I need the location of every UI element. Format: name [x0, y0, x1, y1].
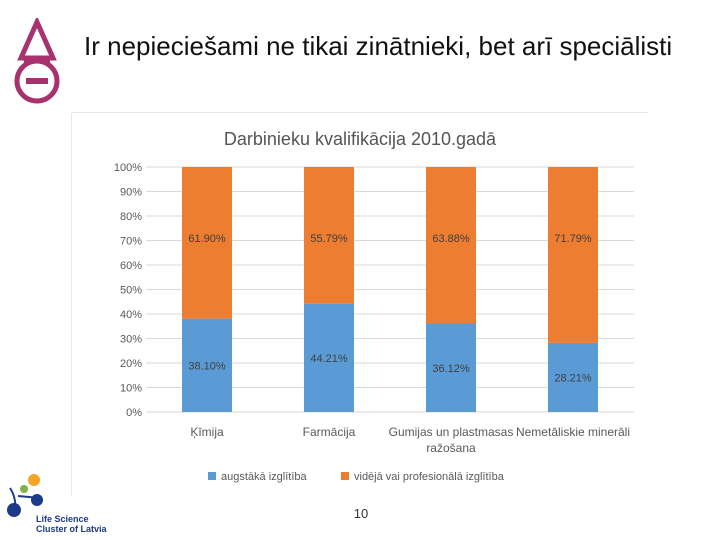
y-tick-label: 80%	[120, 211, 142, 223]
data-label: 61.90%	[188, 233, 226, 245]
y-tick-label: 70%	[120, 236, 142, 248]
y-tick-label: 60%	[120, 260, 142, 272]
bar-higher-education-2	[304, 303, 354, 412]
y-tick-label: 40%	[120, 309, 142, 321]
data-label: 36.12%	[432, 363, 470, 375]
x-category-label: ražošana	[426, 441, 476, 455]
logo-text-line1: Life Science	[36, 514, 89, 524]
x-category-label: Ķīmija	[190, 425, 224, 439]
y-tick-label: 50%	[120, 285, 142, 297]
stacked-bar-chart: Darbinieku kvalifikācija 2010.gadā 38.10…	[114, 129, 634, 483]
bar-secondary-vocational-2	[304, 167, 354, 304]
y-tick-label: 100%	[114, 162, 142, 174]
logo-text-line2: Cluster of Latvia	[36, 524, 107, 534]
y-tick-label: 0%	[126, 407, 142, 419]
life-science-cluster-logo: Life Science Cluster of Latvia	[4, 470, 116, 536]
y-tick-label: 30%	[120, 334, 142, 346]
bar-higher-education-3	[426, 323, 476, 412]
y-tick-label: 20%	[120, 358, 142, 370]
data-label: 44.21%	[310, 353, 348, 365]
y-tick-label: 10%	[120, 383, 142, 395]
legend-label: vidējā vai profesionālā izglītība	[354, 471, 505, 483]
slide-title: Ir nepieciešami ne tikai zinātnieki, bet…	[84, 31, 673, 61]
data-label: 28.21%	[554, 372, 592, 384]
x-category-label: Gumijas un plastmasas	[389, 425, 514, 439]
y-tick-label: 90%	[120, 187, 142, 199]
chart-title: Darbinieku kvalifikācija 2010.gadā	[224, 129, 497, 149]
chemistry-flask-logo-icon	[14, 18, 60, 104]
page-number: 10	[353, 506, 369, 521]
bar-secondary-vocational-3	[426, 167, 476, 324]
bar-higher-education-1	[182, 318, 232, 412]
x-category-label: Farmācija	[303, 425, 356, 439]
bar-secondary-vocational-1	[182, 167, 232, 319]
x-category-label: Nemetāliskie minerāli	[516, 425, 630, 439]
data-label: 38.10%	[188, 360, 226, 372]
bar-higher-education-4	[548, 342, 598, 412]
data-label: 71.79%	[554, 233, 592, 245]
bar-secondary-vocational-4	[548, 167, 598, 343]
legend-swatch	[341, 472, 349, 480]
data-label: 55.79%	[310, 233, 348, 245]
life-science-cluster-logo-icon	[7, 474, 43, 517]
legend-swatch	[208, 472, 216, 480]
legend-label: augstākā izglītība	[221, 471, 307, 483]
chart-container: Darbinieku kvalifikācija 2010.gadā 38.10…	[72, 113, 648, 496]
data-label: 63.88%	[432, 233, 470, 245]
